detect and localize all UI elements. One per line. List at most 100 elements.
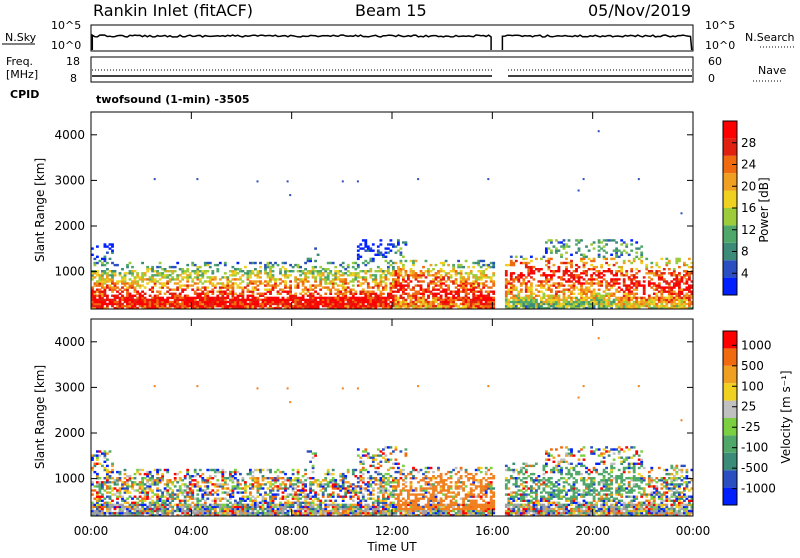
range-gate-cell	[199, 293, 202, 295]
range-gate-cell	[146, 471, 149, 473]
range-gate-cell	[242, 487, 245, 489]
range-gate-cell	[437, 297, 440, 299]
range-gate-cell	[490, 262, 493, 264]
range-gate-cell	[129, 270, 132, 272]
range-gate-cell	[332, 487, 335, 489]
range-gate-cell	[189, 491, 192, 493]
range-gate-cell	[347, 504, 350, 506]
range-gate-cell	[119, 293, 122, 295]
range-gate-cell	[254, 479, 257, 481]
range-gate-cell	[121, 305, 124, 307]
range-gate-cell	[417, 301, 420, 303]
range-gate-cell	[585, 301, 588, 303]
range-gate-cell	[623, 301, 626, 303]
range-gate-cell	[139, 491, 142, 493]
range-gate-cell	[269, 483, 272, 485]
range-gate-cell	[232, 471, 235, 473]
range-gate-cell	[673, 291, 676, 293]
range-gate-cell	[560, 299, 563, 301]
range-gate-cell	[555, 293, 558, 295]
range-gate-cell	[402, 301, 405, 303]
range-gate-cell	[111, 504, 114, 506]
range-gate-cell	[196, 276, 199, 278]
range-gate-cell	[568, 305, 571, 307]
range-gate-cell	[171, 506, 174, 508]
range-gate-cell	[527, 289, 530, 291]
range-gate-cell	[580, 301, 583, 303]
range-gate-cell	[354, 268, 357, 270]
range-gate-cell	[189, 504, 192, 506]
range-gate-cell	[196, 498, 199, 500]
range-gate-cell	[615, 289, 618, 291]
range-gate-cell	[319, 301, 322, 303]
range-gate-cell	[196, 512, 199, 514]
range-gate-cell	[517, 297, 520, 299]
range-gate-cell	[387, 262, 390, 264]
range-gate-cell	[477, 284, 480, 286]
range-gate-cell	[344, 508, 347, 510]
range-gate-cell	[600, 295, 603, 297]
range-gate-cell	[543, 256, 546, 258]
range-gate-cell	[279, 477, 282, 479]
range-gate-cell	[272, 270, 275, 272]
range-gate-cell	[334, 487, 337, 489]
range-gate-cell	[114, 487, 117, 489]
range-gate-cell	[412, 305, 415, 307]
range-gate-cell	[374, 280, 377, 282]
range-gate-cell	[512, 289, 515, 291]
range-gate-cell	[615, 250, 618, 252]
range-gate-cell	[337, 504, 340, 506]
range-gate-cell	[259, 280, 262, 282]
range-gate-cell	[437, 305, 440, 307]
range-gate-cell	[99, 274, 102, 276]
range-gate-cell	[329, 270, 332, 272]
range-gate-cell	[99, 260, 102, 262]
range-gate-cell	[410, 295, 413, 297]
range-gate-cell	[583, 264, 586, 266]
range-gate-cell	[232, 289, 235, 291]
range-gate-cell	[515, 256, 518, 258]
range-gate-cell	[630, 293, 633, 295]
range-gate-cell	[119, 508, 122, 510]
range-gate-cell	[359, 301, 362, 303]
range-gate-cell	[199, 301, 202, 303]
range-gate-cell	[520, 256, 523, 258]
range-gate-cell	[111, 493, 114, 495]
range-gate-cell	[440, 276, 443, 278]
range-gate-cell	[99, 481, 102, 483]
range-gate-cell	[171, 512, 174, 514]
range-gate-cell	[585, 272, 588, 274]
range-gate-cell	[548, 305, 551, 307]
range-gate-cell	[387, 303, 390, 305]
range-gate-cell	[472, 301, 475, 303]
range-gate-cell	[159, 489, 162, 491]
range-gate-cell	[209, 512, 212, 514]
range-gate-cell	[570, 297, 573, 299]
range-gate-cell	[467, 289, 470, 291]
range-gate-cell	[234, 282, 237, 284]
range-gate-cell	[111, 463, 114, 465]
range-gate-cell	[575, 297, 578, 299]
range-gate-cell	[141, 297, 144, 299]
range-gate-cell	[196, 266, 199, 268]
range-gate-cell	[194, 272, 197, 274]
range-gate-cell	[119, 289, 122, 291]
range-gate-cell	[324, 305, 327, 307]
range-gate-cell	[445, 260, 448, 262]
range-gate-cell	[681, 297, 684, 299]
range-gate-cell	[487, 297, 490, 299]
colorbar-tick-label: 28	[741, 136, 756, 150]
range-gate-cell	[191, 297, 194, 299]
range-gate-cell	[553, 270, 556, 272]
range-gate-cell	[522, 280, 525, 282]
freq-unit: [MHz]	[6, 68, 38, 81]
range-gate-cell	[299, 508, 302, 510]
range-gate-cell	[377, 250, 380, 252]
range-gate-cell	[184, 500, 187, 502]
range-gate-cell	[533, 266, 536, 268]
range-gate-cell	[149, 305, 152, 307]
range-gate-cell	[588, 297, 591, 299]
range-gate-cell	[317, 270, 320, 272]
range-gate-cell	[615, 278, 618, 280]
nsky-trace	[92, 35, 491, 50]
